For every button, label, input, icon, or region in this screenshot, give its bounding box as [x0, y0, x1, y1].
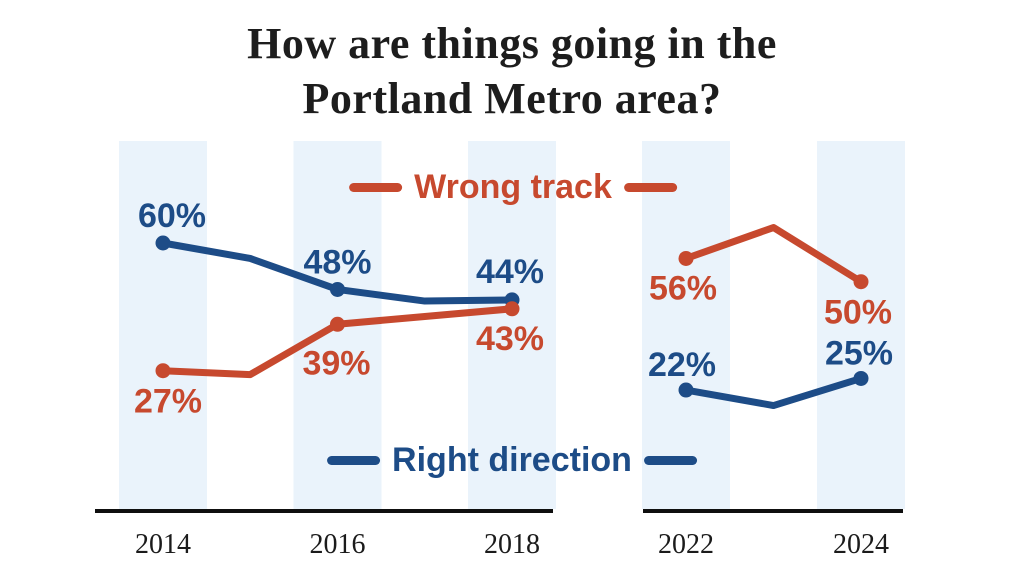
chart-title-line2: Portland Metro area?: [302, 74, 722, 123]
wrong-track-value-label: 50%: [824, 294, 892, 332]
right-direction-value-label: 48%: [303, 243, 371, 281]
wrong-track-marker: [330, 316, 345, 332]
x-tick-label: 2016: [310, 529, 366, 560]
x-tick-label: 2024: [833, 529, 889, 560]
right-direction-line: [682, 374, 865, 410]
wrong-track-marker: [853, 274, 869, 290]
right-direction-line-swatch-icon: [643, 455, 697, 465]
year-band: [119, 141, 207, 509]
legend-wrong-track-label: Wrong track: [414, 168, 612, 206]
wrong-track-value-label: 56%: [649, 269, 717, 307]
right-direction-value-label: 22%: [648, 346, 716, 384]
chart-title: How are things going in the Portland Met…: [0, 16, 1024, 126]
legend-right-direction-label: Right direction: [392, 441, 632, 479]
right-direction-marker: [330, 281, 345, 297]
right-direction-marker: [678, 382, 694, 398]
wrong-track-value-label: 43%: [476, 320, 544, 358]
right-direction-value-label: 25%: [825, 334, 893, 372]
x-tick-label: 2014: [135, 529, 191, 560]
wrong-track-line: [682, 224, 865, 286]
year-band: [817, 141, 905, 509]
legend-right-direction: Right direction: [327, 443, 697, 477]
x-tick-label: 2018: [484, 529, 540, 560]
year-band: [468, 141, 556, 509]
x-tick-label: 2022: [658, 529, 714, 560]
legend-wrong-track: Wrong track: [349, 170, 677, 204]
chart-title-line1: How are things going in the: [247, 19, 777, 68]
right-direction-marker: [155, 235, 171, 251]
right-direction-value-label: 44%: [476, 253, 544, 291]
right-direction-marker: [853, 370, 869, 386]
year-band: [642, 141, 730, 509]
right-direction-value-label: 60%: [138, 197, 206, 235]
wrong-track-line-swatch-icon: [623, 182, 677, 192]
wrong-track-value-label: 27%: [134, 383, 202, 421]
wrong-track-marker: [504, 301, 520, 317]
right-direction-line-swatch-icon: [327, 455, 381, 465]
wrong-track-marker: [678, 250, 694, 266]
wrong-track-marker: [155, 363, 171, 379]
wrong-track-value-label: 39%: [302, 344, 370, 382]
wrong-track-line-swatch-icon: [349, 182, 403, 192]
